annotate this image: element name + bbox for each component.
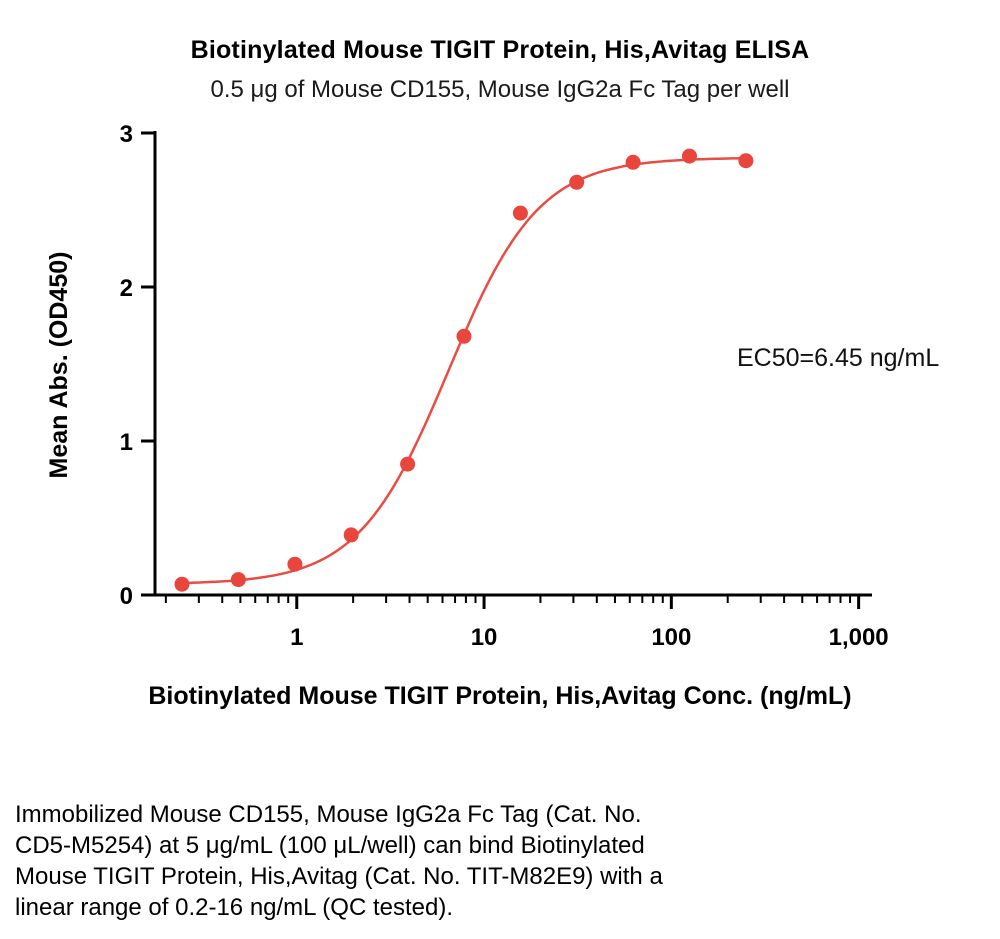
data-point [343,527,359,543]
y-tick-label: 3 [120,121,133,148]
x-axis-title: Biotinylated Mouse TIGIT Protein, His,Av… [148,682,852,710]
data-point [738,153,754,169]
y-tick-label: 1 [120,429,133,456]
x-tick-label: 1,000 [829,624,889,651]
description-line: Immobilized Mouse CD155, Mouse IgG2a Fc … [15,801,642,828]
chart-subtitle: 0.5 μg of Mouse CD155, Mouse IgG2a Fc Ta… [210,76,790,103]
x-tick-label: 1 [290,624,303,651]
data-point [512,205,528,221]
data-point [287,556,303,572]
data-point [230,572,246,588]
chart-title: Biotinylated Mouse TIGIT Protein, His,Av… [190,36,810,64]
y-tick-label: 2 [120,275,133,302]
y-tick-label: 0 [120,583,133,610]
ec50-annotation: EC50=6.45 ng/mL [737,344,940,372]
fit-curve [175,156,749,585]
data-point [400,456,416,472]
description-line: CD5-M5254) at 5 μg/mL (100 μL/well) can … [15,832,645,859]
data-point [174,576,190,592]
data-point [682,148,697,164]
x-tick-label: 100 [651,624,691,651]
data-point [456,328,472,344]
x-tick-label: 10 [471,624,498,651]
description-line: linear range of 0.2-16 ng/mL (QC tested)… [15,894,453,921]
data-point [625,154,641,170]
data-point [569,174,585,190]
description-line: Mouse TIGIT Protein, His,Avitag (Cat. No… [15,863,663,890]
figure-description: Immobilized Mouse CD155, Mouse IgG2a Fc … [15,799,875,923]
